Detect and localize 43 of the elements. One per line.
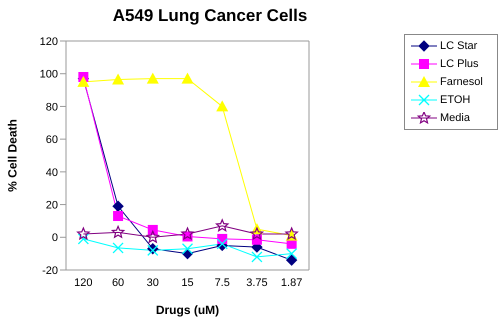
point <box>77 227 90 240</box>
x-tick-label: 7.5 <box>214 276 230 289</box>
point <box>182 72 194 84</box>
y-tick-label: 120 <box>40 36 58 48</box>
legend-label: ETOH <box>440 94 470 106</box>
legend-label: Media <box>440 112 470 124</box>
point <box>285 227 298 240</box>
point <box>216 100 228 112</box>
point <box>112 73 124 84</box>
point <box>250 227 264 240</box>
point <box>112 226 124 238</box>
y-tick-label: 100 <box>40 68 58 81</box>
x-tick-label: 30 <box>146 276 159 289</box>
point <box>216 219 229 232</box>
point <box>146 230 160 243</box>
y-tick-label: 40 <box>46 166 58 179</box>
chart-title: A549 Lung Cancer Cells <box>112 6 308 26</box>
y-tick-label: 80 <box>46 101 58 114</box>
point <box>181 227 194 240</box>
legend-label: LC Plus <box>440 58 479 70</box>
x-tick-label: 60 <box>112 276 124 289</box>
x-tick-label: 15 <box>181 276 194 289</box>
point <box>286 248 298 260</box>
point <box>182 243 194 254</box>
y-tick-label: 20 <box>46 199 58 212</box>
point <box>251 251 263 263</box>
x-tick-label: 120 <box>74 276 93 289</box>
point <box>77 76 90 87</box>
y-tick-label: -20 <box>42 264 58 277</box>
point <box>78 233 90 245</box>
y-tick-label: 0 <box>52 232 58 244</box>
point <box>113 211 124 222</box>
point <box>146 72 159 84</box>
y-tick-label: 60 <box>46 134 58 146</box>
x-tick-label: 1.87 <box>280 276 302 289</box>
point <box>112 242 124 254</box>
point <box>112 200 124 212</box>
x-axis-title: Drugs (uM) <box>156 303 220 317</box>
y-axis-title: % Cell Death <box>5 119 20 192</box>
point <box>286 254 298 266</box>
legend-label: LC Star <box>440 40 478 52</box>
legend-label: Farnesol <box>440 76 483 88</box>
x-tick-label: 3.75 <box>246 276 268 289</box>
